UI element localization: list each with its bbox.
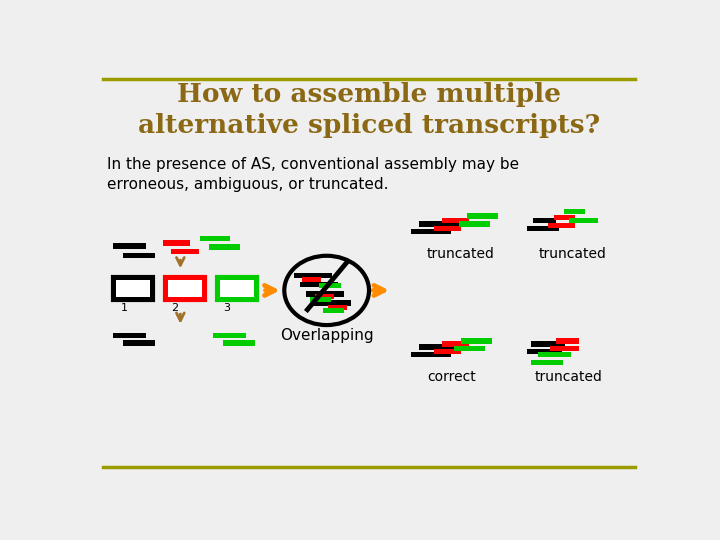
Bar: [467, 213, 498, 219]
Bar: [122, 340, 155, 346]
Bar: [442, 218, 469, 224]
Bar: [570, 218, 598, 224]
Bar: [300, 282, 338, 287]
Bar: [306, 291, 344, 296]
Text: truncated: truncated: [427, 247, 495, 261]
Bar: [294, 273, 332, 278]
Bar: [419, 345, 459, 350]
Bar: [533, 218, 556, 224]
Text: In the presence of AS, conventional assembly may be
erroneous, ambiguous, or tru: In the presence of AS, conventional asse…: [107, 157, 519, 192]
Text: truncated: truncated: [539, 247, 606, 261]
Bar: [556, 338, 579, 343]
Bar: [550, 346, 579, 351]
Bar: [113, 244, 145, 249]
Bar: [411, 229, 451, 234]
Bar: [312, 300, 351, 306]
Bar: [531, 360, 563, 365]
Text: 2: 2: [171, 303, 179, 313]
Bar: [310, 298, 331, 302]
Bar: [419, 221, 459, 226]
Bar: [113, 333, 145, 338]
Bar: [328, 305, 348, 309]
Bar: [171, 249, 199, 254]
Text: 3: 3: [223, 303, 230, 313]
Bar: [209, 244, 240, 249]
Bar: [213, 333, 246, 338]
Bar: [434, 349, 462, 354]
Bar: [459, 221, 490, 226]
Bar: [302, 278, 321, 282]
Bar: [113, 276, 153, 300]
Bar: [220, 280, 253, 296]
Bar: [527, 226, 559, 231]
Bar: [554, 215, 575, 220]
Bar: [434, 226, 462, 231]
Bar: [222, 340, 255, 346]
Text: 1: 1: [121, 303, 127, 313]
Text: correct: correct: [427, 370, 475, 384]
Bar: [199, 236, 230, 241]
Bar: [122, 253, 155, 258]
Bar: [217, 276, 256, 300]
Bar: [319, 284, 341, 288]
Bar: [564, 209, 585, 214]
Bar: [411, 352, 451, 357]
Bar: [168, 280, 202, 296]
Bar: [531, 341, 565, 347]
Text: truncated: truncated: [534, 370, 603, 384]
Bar: [454, 346, 485, 351]
Text: How to assemble multiple
alternative spliced transcripts?: How to assemble multiple alternative spl…: [138, 82, 600, 138]
Text: Overlapping: Overlapping: [280, 328, 374, 343]
Bar: [163, 240, 190, 246]
Bar: [549, 222, 575, 228]
Bar: [527, 349, 562, 354]
Bar: [165, 276, 205, 300]
Bar: [462, 338, 492, 343]
Bar: [117, 280, 150, 296]
Bar: [539, 352, 571, 357]
Bar: [315, 294, 334, 299]
Bar: [323, 308, 344, 313]
Bar: [442, 341, 469, 347]
